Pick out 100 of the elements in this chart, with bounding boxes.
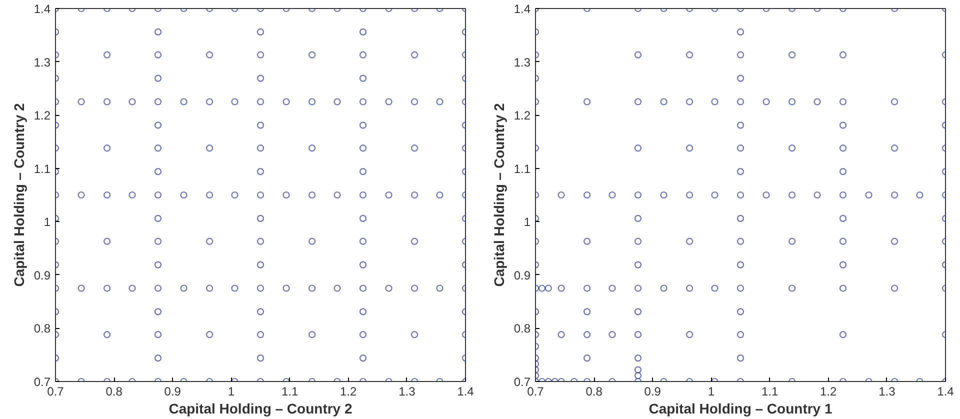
point [736,214,744,222]
point [103,238,111,245]
point [890,191,898,199]
point [583,284,591,292]
point [154,144,162,152]
point [359,168,367,176]
point [308,144,316,152]
point [180,191,188,199]
point [154,238,162,245]
point [154,191,162,199]
point [308,191,316,199]
x-tick-label: 1.2 [340,384,358,398]
point [736,122,744,129]
x-tick-label: 0.8 [586,384,603,398]
point [154,122,162,129]
y-tick-label: 1.3 [514,55,531,70]
point [359,98,367,106]
x-tick-label: 0.9 [644,384,662,398]
point [103,284,111,292]
point [154,261,162,268]
point [839,51,847,58]
y-tick-label: 1.4 [514,2,531,16]
point [385,284,392,292]
x-tick-label: 1.2 [820,384,838,398]
point [890,284,898,292]
point [839,191,847,199]
x-tick-label: 1 [708,384,715,398]
y-tick-label: 0.8 [34,322,51,336]
point [814,98,821,106]
y-tick-label: 0.9 [34,268,51,282]
point [103,98,111,106]
y-tick-label: 1 [524,215,531,230]
point [410,284,418,292]
point [660,98,668,106]
point [762,191,770,199]
point [256,261,264,268]
y-axis-title: Capital Holding – Country 2 [490,103,507,287]
point [231,284,238,292]
point [308,331,316,338]
point [410,144,418,152]
point [256,354,264,362]
point [206,98,214,106]
point [608,331,616,338]
x-tick-label: 1.3 [398,384,416,398]
y-tick-label: 1.1 [514,162,531,176]
point [839,122,847,129]
point [359,28,367,36]
point [839,168,847,176]
point [686,284,694,292]
point [711,191,718,199]
point [206,238,214,245]
point [256,238,264,245]
point [736,191,744,199]
point [410,98,418,106]
point [660,284,668,292]
point [839,214,847,222]
point [154,214,162,222]
point [256,308,264,316]
point [103,144,111,152]
x-tick-label: 1.3 [878,384,896,398]
point [634,214,642,222]
point [736,331,744,338]
point [256,122,264,129]
y-tick-label: 1.4 [34,2,51,16]
point [154,74,162,82]
point [583,331,591,338]
point [839,331,847,338]
point [128,284,136,292]
point [788,51,796,58]
x-tick-label: 1.1 [281,384,298,398]
point [634,144,642,152]
point [558,191,565,199]
point [154,284,162,292]
point [736,238,744,245]
point [154,308,162,316]
point [410,51,418,58]
point [736,261,744,268]
point [308,51,316,58]
point [634,308,642,316]
point [78,98,85,106]
point [634,191,642,199]
point [282,98,290,106]
x-tick-label: 1.4 [457,384,474,398]
point [839,238,847,245]
point [359,51,367,58]
y-axis-title: Capital Holding – Country 2 [10,103,27,287]
point [385,98,392,106]
point [334,284,341,292]
point [410,191,418,199]
point [839,98,847,106]
point [634,98,642,106]
point [634,331,642,338]
point [890,238,898,245]
x-tick-label: 1.4 [937,384,954,398]
y-tick-label: 1 [44,215,51,230]
point [206,284,214,292]
point [686,144,694,152]
point [814,191,821,199]
x-tick-label: 1 [228,384,235,398]
point [308,238,316,245]
